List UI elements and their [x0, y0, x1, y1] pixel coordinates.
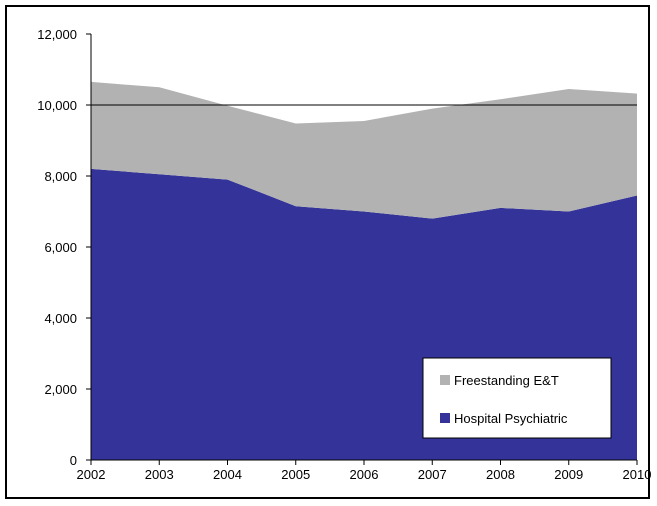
- y-tick-label: 8,000: [44, 169, 77, 184]
- legend-swatch-freestanding: [440, 375, 450, 385]
- axes-layer: [86, 33, 638, 465]
- x-tick-label: 2002: [77, 467, 106, 482]
- legend-label-freestanding: Freestanding E&T: [454, 373, 559, 388]
- x-tick-label: 2006: [350, 467, 379, 482]
- y-tick-labels: 0 2,000 4,000 6,000 8,000 10,000 12,000: [37, 27, 77, 468]
- x-tick-label: 2003: [145, 467, 174, 482]
- x-tick-label: 2004: [213, 467, 242, 482]
- y-tick-label: 2,000: [44, 382, 77, 397]
- x-tick-label: 2009: [554, 467, 583, 482]
- legend-label-hospital: Hospital Psychiatric: [454, 411, 568, 426]
- x-tick-label: 2008: [486, 467, 515, 482]
- legend-swatch-hospital: [440, 413, 450, 423]
- x-tick-label: 2007: [418, 467, 447, 482]
- area-series-1: [91, 81, 637, 219]
- y-tick-label: 12,000: [37, 27, 77, 42]
- legend: Freestanding E&T Hospital Psychiatric: [422, 357, 612, 439]
- y-tick-label: 0: [70, 453, 77, 468]
- legend-box: [422, 357, 612, 439]
- x-tick-labels: 2002 2003 2004 2005 2006 2007 2008 2009 2010: [77, 467, 652, 482]
- x-tick-label: 2005: [281, 467, 310, 482]
- y-tick-label: 6,000: [44, 240, 77, 255]
- x-tick-label: 2010: [623, 467, 652, 482]
- y-tick-label: 10,000: [37, 98, 77, 113]
- y-tick-label: 4,000: [44, 311, 77, 326]
